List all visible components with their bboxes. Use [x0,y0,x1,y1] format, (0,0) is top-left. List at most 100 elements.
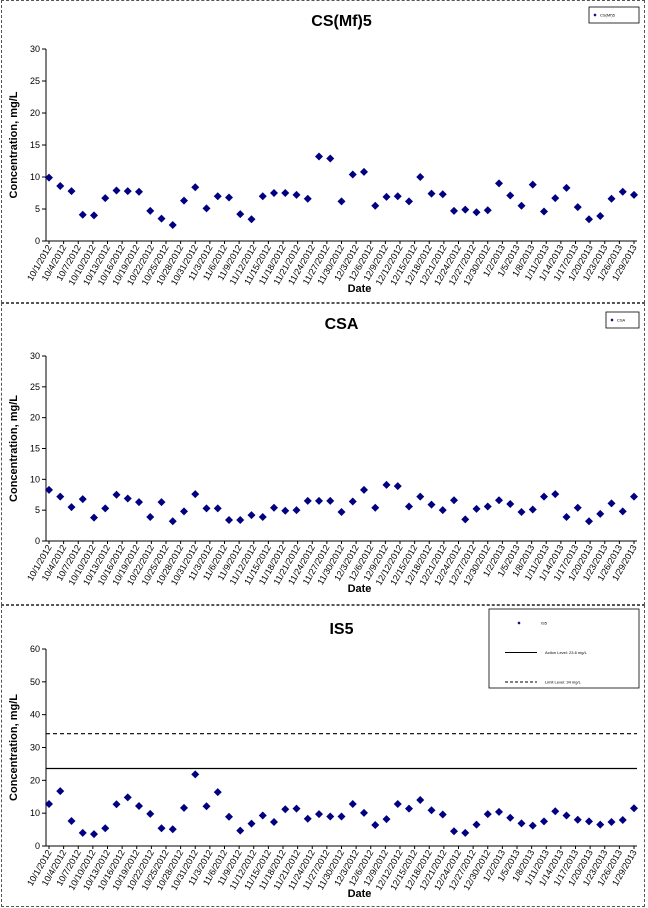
data-point [78,210,87,219]
legend-label: IS5 [541,621,548,626]
data-point [596,820,605,829]
data-point [438,810,447,819]
data-point [596,212,605,221]
data-point [438,190,447,199]
y-tick-label: 15 [30,444,40,454]
data-point [315,810,323,819]
data-point [573,815,582,824]
legend-marker-icon [517,621,521,625]
data-point [562,811,571,820]
y-tick-label: 30 [30,44,40,54]
data-point [461,828,470,837]
data-point [506,813,515,822]
legend-label: Limit Level: 34 mg/L [545,680,582,685]
legend-marker-icon [593,13,597,17]
data-point [472,208,481,217]
y-axis-label: Concentration, mg/L [8,91,20,198]
data-point [585,215,593,224]
data-point [168,517,177,526]
data-point [393,482,402,491]
data-point [258,811,267,820]
data-point [472,504,481,513]
y-tick-label: 25 [30,76,40,86]
data-point [157,824,166,833]
data-point [630,190,638,199]
chart-panel-cs-mf5: CS(Mf)5 0 5 10 15 20 25 30 Concentration, mg/L 10… [1,0,645,303]
data-point [303,194,312,203]
legend-box [488,608,640,689]
data-point [258,512,267,521]
data-point [528,505,537,514]
data-point [405,197,413,206]
data-point [247,819,256,828]
data-point [416,796,425,805]
data-point [562,183,571,192]
data-point [427,806,436,815]
data-point [78,495,87,504]
data-point [213,192,222,201]
data-point [360,808,368,817]
data-point [213,504,222,513]
data-point [371,503,380,512]
x-axis-label: Date [348,888,372,900]
data-point [630,804,638,813]
data-point [405,502,413,511]
data-point [56,181,65,190]
data-point [495,179,503,188]
y-tick-label: 10 [30,172,40,182]
data-point [180,803,188,812]
data-point [292,506,301,515]
data-point [562,512,571,521]
data-point [337,812,346,821]
data-point [157,498,166,507]
data-point [45,173,53,182]
y-tick-label: 25 [30,382,40,392]
data-point [180,196,188,205]
data-point [146,512,155,521]
data-point [123,187,132,196]
data-point [202,504,211,513]
data-point [371,820,380,829]
y-tick-label: 0 [35,236,40,246]
data-point [506,191,515,200]
data-point [112,800,121,809]
data-point [405,804,413,813]
data-point [337,197,346,206]
data-point [315,496,323,505]
data-point [416,173,425,181]
data-point [168,221,177,229]
data-point [225,516,233,525]
data-point [348,799,357,808]
legend-label: Action Level: 23.6 mg/L [545,650,588,655]
data-point [326,154,335,163]
data-point [225,812,233,821]
data-point [483,502,492,511]
data-point [191,183,200,192]
data-point [416,492,425,501]
data-point [281,189,290,197]
data-point [517,819,526,828]
data-point [551,807,560,816]
y-tick-label: 5 [35,204,40,214]
data-point [517,508,526,517]
y-axis-label: Concentration, mg/L [8,395,20,502]
data-point [607,818,616,827]
data-point [78,828,87,837]
data-point [630,492,638,501]
data-point [191,770,200,779]
y-tick-label: 60 [30,644,40,654]
data-point [213,788,222,797]
data-point [56,492,65,501]
data-point [303,814,312,823]
data-point [281,805,290,814]
data-point [123,793,132,802]
data-point [528,180,537,189]
chart-title: CSA [325,316,359,333]
data-point [495,496,503,505]
y-tick-label: 10 [30,808,40,818]
data-point [67,187,76,196]
y-tick-label: 15 [30,140,40,150]
legend-box [605,311,640,329]
data-point [483,206,492,215]
